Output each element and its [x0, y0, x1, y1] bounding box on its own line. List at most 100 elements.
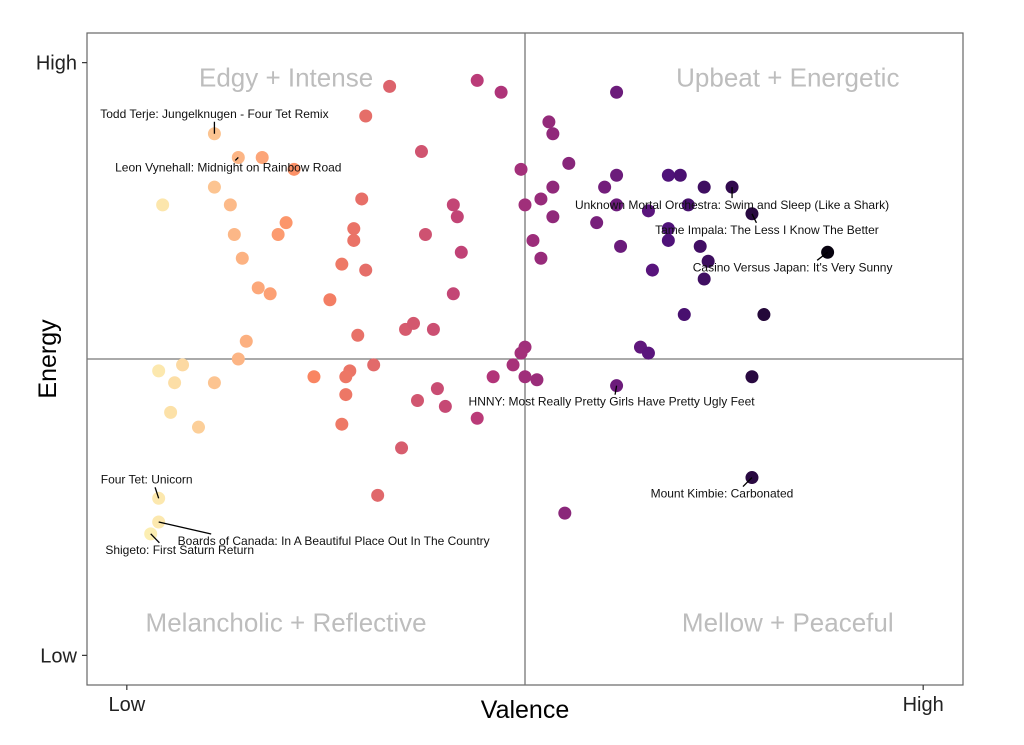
- data-point: [446, 198, 460, 212]
- data-point: [339, 370, 353, 384]
- data-point: [164, 405, 178, 419]
- annotation-leader-line: [816, 251, 829, 261]
- data-point: [697, 272, 711, 286]
- annotation-leader-line: [234, 157, 239, 161]
- data-point: [562, 156, 576, 170]
- annotation-label: Casino Versus Japan: It's Very Sunny: [693, 260, 893, 274]
- data-point: [207, 180, 221, 194]
- data-point: [339, 388, 353, 402]
- data-point: [697, 180, 711, 194]
- y-tick-label-low: Low: [40, 645, 77, 667]
- data-point: [546, 127, 560, 141]
- data-point: [351, 328, 365, 342]
- quadrant-labels: Edgy + Intense Upbeat + Energetic Melanc…: [146, 62, 900, 637]
- data-point: [359, 109, 373, 123]
- data-point: [367, 358, 381, 372]
- data-point: [701, 254, 715, 268]
- annotation-leader-line: [614, 385, 618, 395]
- data-point: [438, 399, 452, 413]
- data-point: [526, 233, 540, 247]
- data-point: [335, 257, 349, 271]
- point-annotations: Todd Terje: Jungelknugen - Four Tet Remi…: [100, 107, 892, 557]
- data-point: [518, 370, 532, 384]
- data-point: [156, 198, 170, 212]
- data-point: [410, 393, 424, 407]
- data-point: [757, 308, 771, 322]
- quadrant-label-bottom-right: Mellow + Peaceful: [682, 608, 894, 638]
- annotation-label: Unknown Mortal Orchestra: Swim and Sleep…: [575, 198, 889, 212]
- data-point: [395, 441, 409, 455]
- quadrant-label-top-left: Edgy + Intense: [199, 62, 373, 92]
- data-point: [610, 85, 624, 99]
- data-point: [418, 228, 432, 242]
- data-point: [227, 228, 241, 242]
- axes: High Low Low High Valence Energy: [34, 53, 944, 724]
- data-point: [494, 85, 508, 99]
- annotation-leader-line: [154, 487, 160, 499]
- quadrant-label-bottom-left: Melancholic + Reflective: [146, 608, 427, 638]
- annotation-leader-line: [742, 477, 753, 488]
- data-point: [207, 376, 221, 390]
- data-point: [645, 263, 659, 277]
- data-point: [486, 370, 500, 384]
- data-point: [279, 216, 293, 230]
- data-point: [450, 210, 464, 224]
- data-point: [407, 316, 421, 330]
- data-point: [371, 488, 385, 502]
- data-point: [673, 168, 687, 182]
- data-point: [355, 192, 369, 206]
- data-point: [446, 287, 460, 301]
- data-point: [287, 162, 301, 176]
- data-point: [590, 216, 604, 230]
- data-point: [598, 180, 612, 194]
- data-point: [307, 370, 321, 384]
- data-point: [514, 162, 528, 176]
- data-point: [191, 420, 205, 434]
- data-point: [347, 222, 361, 236]
- data-point: [414, 145, 428, 159]
- annotation-label: Four Tet: Unicorn: [101, 472, 193, 486]
- x-tick-label-low: Low: [108, 694, 145, 716]
- data-point: [546, 210, 560, 224]
- data-point: [426, 322, 440, 336]
- annotation-label: Boards of Canada: In A Beautiful Place O…: [178, 534, 490, 548]
- annotation-label: Todd Terje: Jungelknugen - Four Tet Remi…: [100, 107, 328, 121]
- data-point: [661, 222, 675, 236]
- data-point: [641, 346, 655, 360]
- data-point: [514, 346, 528, 360]
- annotation-label: HNNY: Most Really Pretty Girls Have Pret…: [469, 395, 756, 409]
- data-point: [558, 506, 572, 520]
- data-point: [681, 198, 695, 212]
- y-axis-title: Energy: [34, 319, 62, 399]
- data-point: [470, 411, 484, 425]
- data-point: [251, 281, 265, 295]
- data-point: [641, 204, 655, 218]
- data-point: [610, 168, 624, 182]
- data-point: [693, 239, 707, 253]
- annotation-leader-line: [158, 521, 212, 535]
- annotation-label: Shigeto: First Saturn Return: [105, 543, 254, 557]
- data-point: [506, 358, 520, 372]
- x-axis-title: Valence: [481, 696, 570, 724]
- data-point: [677, 308, 691, 322]
- annotation-leader-line: [751, 213, 758, 224]
- data-point: [271, 228, 285, 242]
- annotation-label: Leon Vynehall: Midnight on Rainbow Road: [115, 160, 341, 174]
- data-point: [821, 245, 835, 259]
- data-point: [347, 233, 361, 247]
- annotation-label: Mount Kimbie: Carbonated: [651, 487, 794, 501]
- data-point: [661, 168, 675, 182]
- data-point: [546, 180, 560, 194]
- y-tick-label-high: High: [36, 53, 77, 75]
- data-point: [518, 198, 532, 212]
- data-point: [152, 364, 166, 378]
- annotation-leader-line: [150, 533, 160, 544]
- data-point: [470, 73, 484, 87]
- data-point: [335, 417, 349, 431]
- quadrant-label-top-right: Upbeat + Energetic: [676, 62, 899, 92]
- data-point: [323, 293, 337, 307]
- data-point: [255, 150, 269, 164]
- data-point: [614, 239, 628, 253]
- data-point: [239, 334, 253, 348]
